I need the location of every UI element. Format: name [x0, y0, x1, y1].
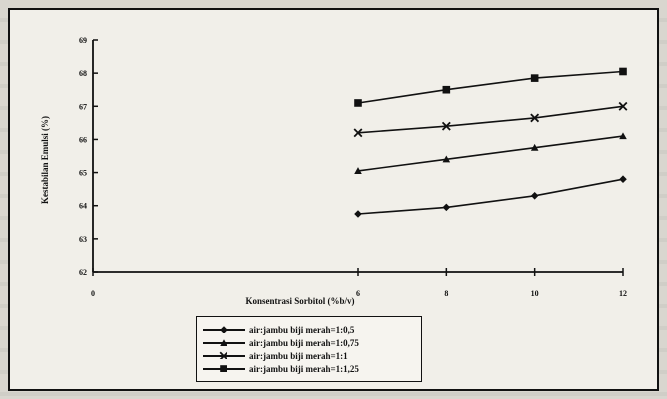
x-axis-label: Konsentrasi Sorbitol (%b/v)	[245, 296, 354, 306]
data-point-stroke	[353, 128, 363, 138]
data-point	[220, 326, 227, 333]
series-line	[357, 178, 624, 215]
data-point	[220, 365, 227, 372]
legend-entry: air:jambu biji merah=1:0,5	[203, 323, 415, 336]
x-tick-label: 6	[356, 289, 360, 298]
y-tick-label: 67	[79, 102, 87, 111]
chart-legend: air:jambu biji merah=1:0,5 air:jambu biji…	[196, 316, 422, 382]
data-point-stroke	[618, 101, 628, 111]
data-point	[619, 132, 627, 140]
series-1	[354, 175, 627, 218]
y-tick-label: 65	[79, 169, 87, 178]
legend-swatch	[203, 362, 245, 375]
y-axis-label: Kestabilan Emulsi (%)	[40, 116, 50, 204]
y-tick-label: 66	[79, 135, 87, 144]
data-point	[442, 85, 451, 94]
legend-marker	[220, 365, 227, 372]
data-point-stroke	[530, 113, 540, 123]
data-point	[442, 203, 451, 212]
data-point	[442, 155, 451, 163]
y-tick-label: 68	[79, 69, 87, 78]
legend-label: air:jambu biji merah=1:1	[249, 350, 348, 361]
y-tick-label: 69	[79, 36, 87, 45]
data-point	[354, 99, 362, 107]
data-point	[530, 74, 539, 82]
series-line	[357, 70, 624, 104]
legend-label: air:jambu biji merah=1:1,25	[249, 363, 359, 374]
legend-swatch	[203, 323, 245, 336]
legend-swatch	[203, 349, 245, 362]
data-point	[530, 143, 539, 151]
data-point	[353, 128, 363, 138]
data-point-stroke	[441, 121, 451, 131]
y-tick-label: 62	[79, 268, 87, 277]
data-point	[220, 339, 227, 346]
series-line	[357, 105, 624, 134]
legend-label: air:jambu biji merah=1:0,75	[249, 337, 359, 348]
series-line	[357, 135, 624, 172]
legend-entry: air:jambu biji merah=1:1	[203, 349, 415, 362]
legend-swatch	[203, 336, 245, 349]
series-2	[354, 132, 627, 174]
y-tick-label: 64	[79, 202, 87, 211]
data-point	[619, 175, 627, 183]
data-point	[530, 113, 540, 123]
data-point	[354, 210, 362, 218]
data-point	[354, 167, 362, 174]
legend-marker	[220, 339, 227, 346]
data-point	[441, 121, 451, 131]
x-tick-label: 8	[444, 289, 448, 298]
data-point-stroke	[219, 351, 227, 359]
data-point	[219, 351, 227, 359]
x-tick-label: 12	[619, 289, 627, 298]
data-point	[530, 191, 539, 200]
legend-entry: air:jambu biji merah=1:0,75	[203, 336, 415, 349]
x-tick-label: 10	[531, 289, 539, 298]
x-tick-label: 0	[91, 289, 95, 298]
series-3	[353, 101, 628, 138]
legend-label: air:jambu biji merah=1:0,5	[249, 324, 355, 335]
data-point	[619, 67, 627, 76]
y-tick-label: 63	[79, 235, 87, 244]
data-point	[618, 101, 628, 111]
legend-marker	[220, 326, 227, 333]
legend-marker	[219, 351, 227, 359]
legend-entry: air:jambu biji merah=1:1,25	[203, 362, 415, 375]
chart-series	[353, 67, 628, 218]
series-4	[354, 67, 627, 107]
